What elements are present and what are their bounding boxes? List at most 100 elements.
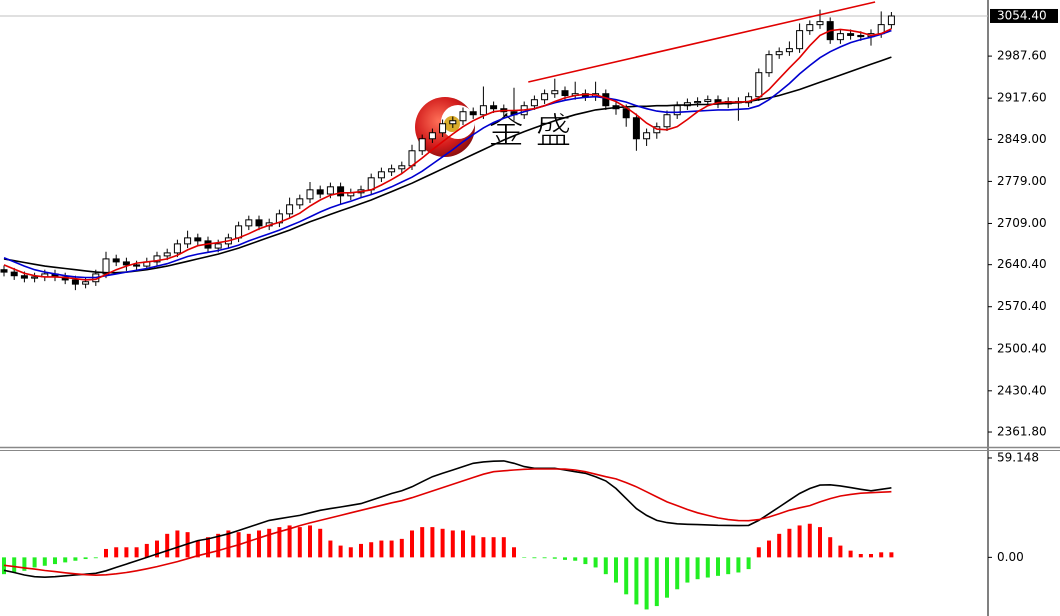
histogram-bar (756, 547, 761, 558)
histogram-bar (858, 553, 863, 558)
histogram-bar (726, 557, 731, 575)
y-tick-label: 2640.40 (997, 257, 1047, 271)
candle-body (755, 72, 763, 98)
line (3, 29, 892, 279)
candle-body (133, 264, 141, 267)
histogram-bar (828, 537, 833, 558)
histogram-bar (644, 557, 649, 610)
histogram-bar (42, 557, 47, 566)
histogram-bar (522, 557, 527, 558)
histogram-bar (32, 557, 37, 568)
candle-body (235, 225, 243, 239)
candle-body (214, 243, 222, 249)
candle-body (479, 105, 487, 116)
candle-body (71, 279, 79, 285)
candle-body (0, 269, 8, 273)
line (3, 468, 892, 577)
candle-body (173, 243, 181, 254)
histogram-bar (22, 557, 27, 571)
y-tick-label: 2779.00 (997, 174, 1047, 188)
candle-body (439, 123, 447, 134)
current-price-box (990, 8, 1058, 23)
histogram-bar (134, 547, 139, 558)
candle-body (449, 120, 457, 125)
histogram-bar (53, 557, 57, 565)
candle-body (622, 108, 630, 119)
histogram-bar (501, 537, 506, 558)
candle-body (418, 138, 426, 152)
histogram-bar (226, 530, 231, 558)
histogram-bar (603, 557, 608, 575)
candle-body (82, 281, 90, 285)
candle-body (194, 237, 202, 242)
histogram-bar (430, 527, 435, 558)
candle-body (561, 90, 569, 97)
current-price-label: 3054.40 (997, 8, 1047, 22)
histogram-bar (104, 548, 108, 558)
histogram-bar (308, 525, 312, 558)
histogram-bar (267, 528, 272, 558)
candle-body (153, 255, 161, 263)
histogram-bar (246, 533, 251, 558)
y-tick-label: 2987.60 (997, 49, 1047, 63)
histogram-bar (348, 547, 353, 558)
candle-body (806, 24, 814, 32)
histogram-bar (379, 540, 384, 558)
histogram-bar (838, 545, 843, 558)
candle-body (255, 219, 263, 227)
histogram-bar (338, 545, 343, 558)
candle-body (663, 114, 671, 128)
line (3, 460, 892, 579)
candle-body (602, 93, 610, 107)
candle-body (388, 168, 396, 173)
histogram-bar (481, 537, 486, 558)
histogram-bar (767, 540, 771, 558)
candle-body (836, 33, 844, 41)
histogram-bar (614, 557, 618, 583)
histogram-bar (654, 557, 659, 607)
candle-body (163, 252, 171, 257)
histogram-bar (532, 557, 537, 559)
candle-body (643, 132, 651, 140)
candle-body (398, 165, 406, 170)
candle-body (306, 189, 314, 200)
histogram-bar (124, 547, 129, 558)
histogram-bar (206, 537, 210, 558)
histogram-bar (144, 543, 149, 558)
candle-body (102, 258, 110, 275)
histogram-bar (512, 547, 516, 558)
histogram-bar (807, 523, 812, 558)
y-tick-label: 2570.40 (997, 299, 1047, 313)
candle-body (459, 111, 467, 122)
histogram-bar (573, 557, 578, 561)
histogram-bar (389, 540, 394, 558)
histogram-bar (552, 557, 557, 559)
y-tick-label: 59.148 (997, 450, 1039, 464)
candle-body (428, 132, 436, 140)
candle-body (20, 275, 28, 279)
histogram-bar (746, 557, 751, 570)
candle-body (816, 21, 824, 26)
histogram-bar (593, 557, 598, 568)
histogram-bar (797, 525, 802, 558)
histogram-bar (257, 530, 261, 558)
histogram-bar (695, 557, 700, 580)
y-tick-label: 0.00 (997, 550, 1024, 564)
candle-body (490, 105, 498, 110)
y-tick-label: 2430.40 (997, 383, 1047, 397)
histogram-bar (563, 557, 567, 560)
histogram-bar (83, 557, 88, 560)
histogram-bar (318, 528, 323, 558)
candle-body (31, 276, 39, 279)
candle-body (377, 171, 385, 179)
histogram-bar (736, 557, 741, 573)
y-tick-label: 2361.80 (997, 425, 1047, 439)
histogram-bar (461, 530, 465, 558)
histogram-bar (624, 557, 629, 595)
histogram-bar (165, 533, 170, 558)
histogram-bar (328, 540, 333, 558)
candle-body (122, 261, 130, 266)
candle-body (10, 271, 18, 277)
watermark-text: 金 盛 (488, 111, 571, 152)
